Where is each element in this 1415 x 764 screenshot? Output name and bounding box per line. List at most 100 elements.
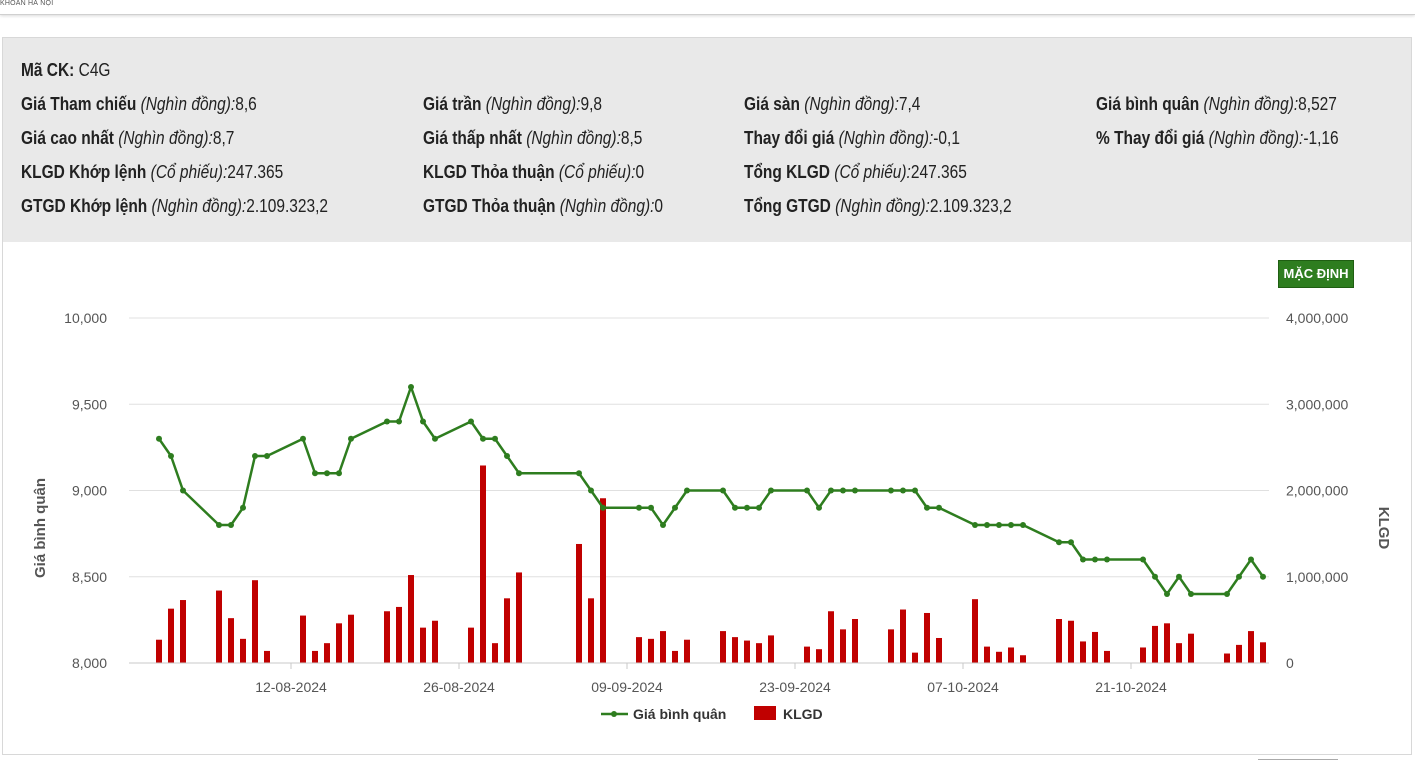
volume-bar [984, 646, 990, 663]
volume-bar [900, 609, 906, 663]
info-field: KLGD Thỏa thuận (Cổ phiếu):0 [423, 162, 644, 183]
volume-bar [336, 623, 342, 663]
legend[interactable]: Giá bình quân KLGD [601, 706, 823, 722]
price-point [516, 470, 522, 477]
y-axis-left-label: Giá bình quân [32, 478, 49, 578]
volume-bar [852, 619, 858, 663]
price-point [984, 522, 990, 528]
y-right-tick-label: 1,000,000 [1286, 569, 1348, 585]
volume-bar [744, 640, 750, 663]
info-field-value: 8,527 [1298, 94, 1337, 114]
price-point [252, 453, 258, 459]
volume-bar [480, 465, 486, 663]
volume-bar [432, 620, 438, 663]
price-point [804, 487, 810, 494]
info-field-label: % Thay đổi giá [1096, 128, 1209, 148]
top-bar: KHOÁN HÀ NỘI [0, 0, 1415, 15]
info-field-unit: (Nghìn đồng): [485, 94, 581, 114]
volume-bar [1260, 642, 1266, 663]
price-point [1152, 573, 1158, 580]
info-field-unit: (Nghìn đồng): [838, 128, 934, 148]
volume-bar [912, 652, 918, 663]
price-point [1020, 522, 1026, 528]
info-field-value: 0 [654, 196, 664, 216]
x-tick-label: 23-09-2024 [759, 679, 831, 695]
price-point [1176, 573, 1182, 580]
info-field-label: Giá Tham chiếu [21, 94, 141, 114]
price-point [972, 522, 978, 528]
y-axis-right-label: KLGD [1375, 507, 1392, 550]
ma-ck: Mã CK: C4G [21, 60, 110, 81]
volume-bar [972, 599, 978, 663]
legend-bar-swatch [754, 706, 776, 720]
volume-bar [816, 649, 822, 663]
volume-bar [252, 580, 258, 663]
info-field-label: GTGD Thỏa thuận [423, 196, 560, 216]
volume-bar [384, 611, 390, 663]
volume-bar [348, 614, 354, 663]
volume-bar [180, 600, 186, 663]
info-field-unit: (Nghìn đồng): [118, 128, 213, 148]
price-point [840, 487, 846, 494]
volume-bar [1140, 647, 1146, 663]
price-point [828, 487, 834, 494]
volume-bar [828, 611, 834, 663]
info-field-label: GTGD Khớp lệnh [21, 196, 152, 216]
legend-price-label[interactable]: Giá bình quân [633, 706, 726, 722]
info-field-unit: (Nghìn đồng): [1208, 128, 1304, 148]
volume-bar [768, 635, 774, 663]
price-point [732, 504, 738, 511]
legend-volume-label[interactable]: KLGD [783, 706, 823, 722]
price-point [504, 453, 510, 459]
price-point [996, 522, 1002, 528]
info-field-label: KLGD Thỏa thuận [423, 162, 559, 182]
price-point [228, 522, 234, 528]
y-left-tick-label: 9,500 [72, 396, 107, 412]
volume-bar [216, 590, 222, 663]
info-field: Giá thấp nhất (Nghìn đồng):8,5 [423, 128, 642, 149]
info-field-unit: (Nghìn đồng): [151, 196, 247, 216]
price-point [768, 487, 774, 494]
price-point [216, 522, 222, 528]
volume-bar [240, 638, 246, 663]
volume-bar [396, 606, 402, 663]
info-field-unit: (Nghìn đồng): [835, 196, 930, 216]
volume-bar [324, 643, 330, 663]
info-field-label: Giá cao nhất [21, 128, 119, 148]
price-point [744, 504, 750, 511]
ma-ck-label: Mã CK: [21, 60, 75, 80]
info-field-label: Giá bình quân [1096, 94, 1204, 114]
price-point [600, 504, 606, 511]
volume-bar [1068, 620, 1074, 663]
price-point [300, 435, 306, 442]
price-point [816, 504, 822, 511]
volume-bar [1188, 633, 1194, 663]
volume-bar [600, 498, 606, 663]
volume-bar [1236, 644, 1242, 663]
price-point [900, 487, 906, 494]
price-point [156, 435, 162, 442]
volume-bar [1164, 623, 1170, 663]
info-field-value: 8,5 [620, 128, 643, 148]
price-point [924, 504, 930, 511]
volume-bar [672, 650, 678, 663]
x-tick-label: 12-08-2024 [255, 679, 327, 695]
price-point [1092, 556, 1098, 563]
volume-bar [660, 631, 666, 663]
y-left-tick-label: 8,500 [72, 569, 107, 585]
y-right-tick-label: 4,000,000 [1286, 310, 1348, 326]
volume-bar [732, 637, 738, 663]
price-point [1224, 591, 1230, 597]
volume-bar [1152, 625, 1158, 663]
volume-bar [576, 543, 582, 663]
default-button[interactable]: MẶC ĐỊNH [1278, 260, 1354, 288]
price-point [312, 470, 318, 477]
price-point [912, 487, 918, 494]
price-point [888, 487, 894, 494]
volume-bar [516, 572, 522, 663]
volume-bar [504, 598, 510, 663]
volume-bars [156, 465, 1266, 663]
price-point [408, 384, 414, 390]
volume-bar [156, 639, 162, 663]
info-field-unit: (Nghìn đồng): [1203, 94, 1299, 114]
